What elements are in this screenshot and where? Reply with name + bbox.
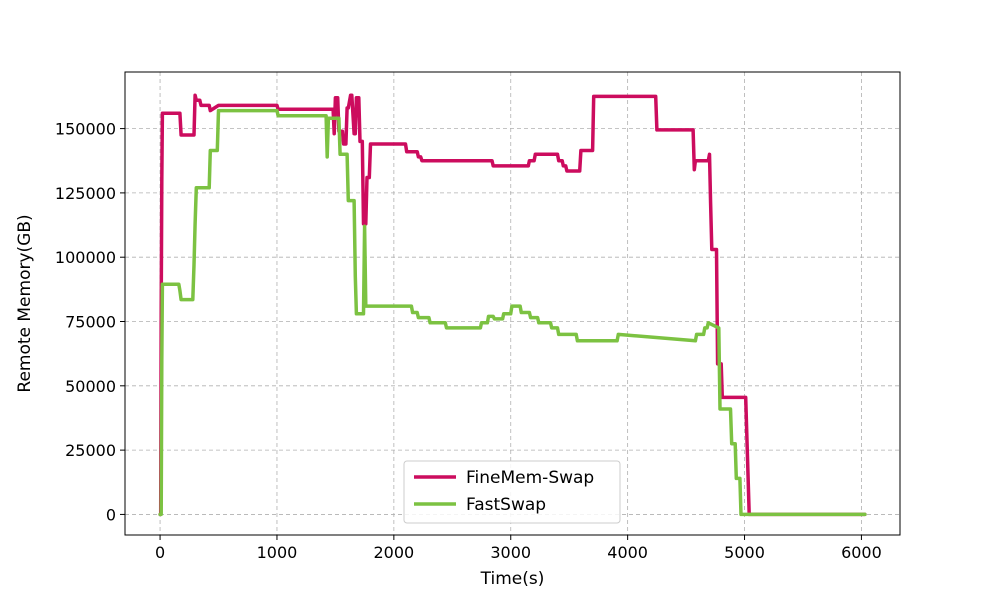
x-tick-label: 1000 bbox=[257, 543, 298, 562]
x-tick-label: 0 bbox=[155, 543, 165, 562]
series-lines bbox=[158, 93, 867, 517]
legend-label-finemem-swap: FineMem-Swap bbox=[466, 468, 594, 488]
x-tick-label: 6000 bbox=[841, 543, 882, 562]
legend-box bbox=[403, 460, 621, 524]
x-axis-label: Time(s) bbox=[480, 569, 545, 589]
y-tick-label: 75000 bbox=[65, 313, 116, 332]
y-tick-label: 50000 bbox=[65, 377, 116, 396]
plot-frame bbox=[124, 71, 901, 536]
series-line-finemem-swap bbox=[158, 93, 867, 517]
y-tick-label: 100000 bbox=[55, 248, 116, 267]
legend: FineMem-Swap FastSwap bbox=[403, 460, 621, 524]
y-tick-label: 125000 bbox=[55, 184, 116, 203]
x-tick-label: 4000 bbox=[607, 543, 648, 562]
series-line-fastswap bbox=[158, 108, 867, 517]
y-axis-ticks: 0 25000 50000 75000 100000 125000 150000 bbox=[55, 120, 125, 524]
x-tick-label: 3000 bbox=[490, 543, 531, 562]
legend-label-fastswap: FastSwap bbox=[466, 495, 546, 515]
y-tick-label: 150000 bbox=[55, 120, 116, 139]
grid bbox=[125, 72, 900, 535]
y-tick-label: 0 bbox=[106, 505, 116, 524]
x-tick-label: 5000 bbox=[724, 543, 765, 562]
x-tick-label: 2000 bbox=[373, 543, 414, 562]
x-axis-ticks: 0 1000 2000 3000 4000 5000 6000 bbox=[155, 535, 882, 562]
y-tick-label: 25000 bbox=[65, 441, 116, 460]
y-axis-label: Remote Memory(GB) bbox=[15, 214, 35, 392]
